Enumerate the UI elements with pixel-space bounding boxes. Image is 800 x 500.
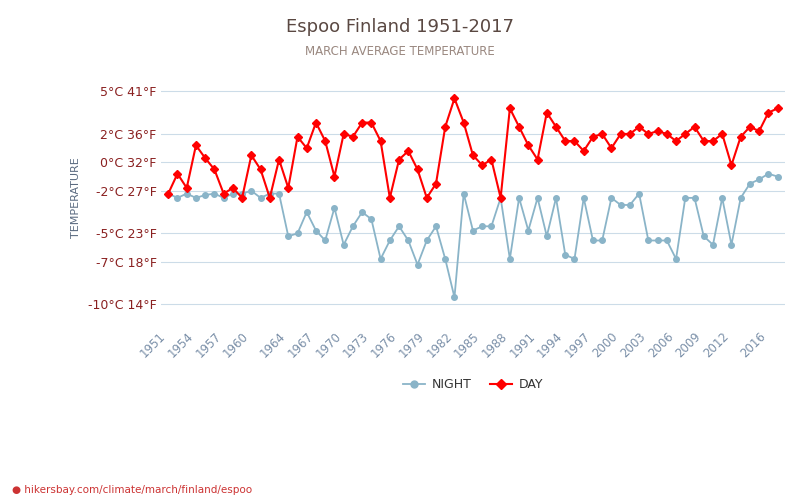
Legend: NIGHT, DAY: NIGHT, DAY [398,373,548,396]
NIGHT [773,174,782,180]
NIGHT [163,190,173,196]
NIGHT [441,256,450,262]
DAY [246,152,256,158]
NIGHT [210,190,219,196]
DAY [422,195,431,201]
DAY [773,106,782,112]
NIGHT [726,242,736,248]
Line: DAY: DAY [166,96,780,200]
Text: MARCH AVERAGE TEMPERATURE: MARCH AVERAGE TEMPERATURE [305,45,495,58]
NIGHT [450,294,459,300]
DAY [450,96,459,102]
NIGHT [238,190,247,196]
NIGHT [413,262,422,268]
DAY [163,190,173,196]
DAY [736,134,746,140]
DAY [459,120,469,126]
DAY [210,166,219,172]
Line: NIGHT: NIGHT [166,171,780,300]
NIGHT [763,170,773,176]
DAY [643,131,653,137]
Text: ● hikersbay.com/climate/march/finland/espoo: ● hikersbay.com/climate/march/finland/es… [12,485,252,495]
Y-axis label: TEMPERATURE: TEMPERATURE [71,158,81,238]
Text: Espoo Finland 1951-2017: Espoo Finland 1951-2017 [286,18,514,36]
NIGHT [634,190,644,196]
DAY [238,195,247,201]
